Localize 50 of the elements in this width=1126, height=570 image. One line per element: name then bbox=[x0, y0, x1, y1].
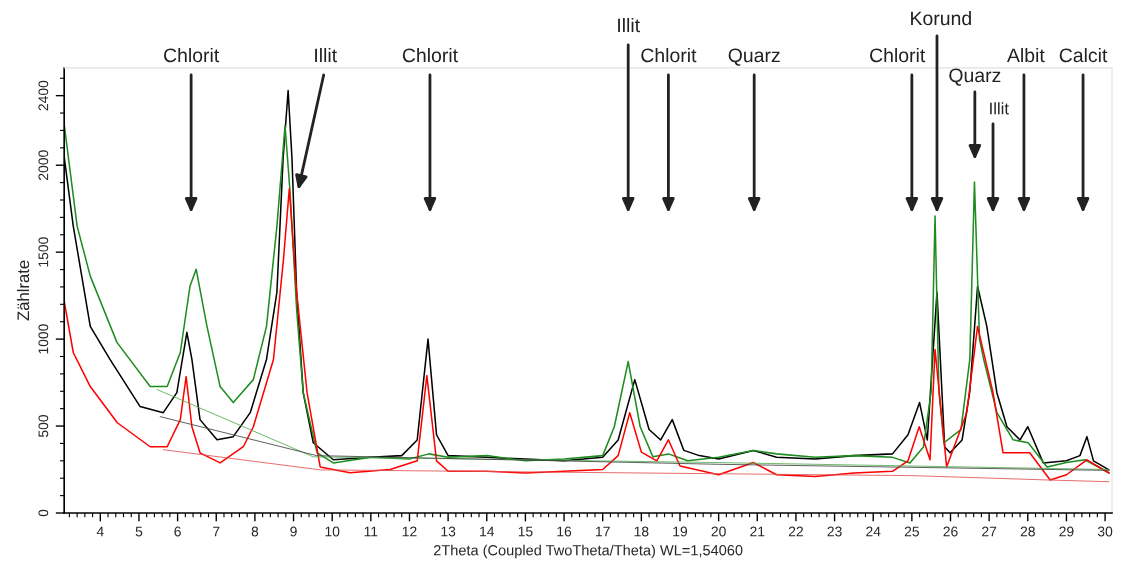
line-series bbox=[64, 188, 1110, 481]
y-axis-title: Zählrate bbox=[16, 260, 30, 321]
text: Chlorit bbox=[641, 47, 697, 63]
text: Illit bbox=[315, 47, 337, 63]
x-tick-label: 30 bbox=[1097, 526, 1113, 537]
x-tick-label: 7 bbox=[213, 526, 220, 537]
x-tick-label: 4 bbox=[96, 526, 104, 537]
text: Quarz bbox=[728, 48, 780, 66]
x-tick-label: 29 bbox=[1059, 526, 1074, 537]
x-tick-label: 17 bbox=[596, 526, 610, 537]
x-tick-label: 15 bbox=[518, 526, 533, 537]
x-tick-label: 23 bbox=[827, 526, 842, 537]
x-tick-label: 28 bbox=[1020, 526, 1035, 537]
x-tick-label: 24 bbox=[866, 526, 881, 537]
x-tick-label: 12 bbox=[402, 526, 417, 537]
x-tick-label: 22 bbox=[788, 526, 803, 537]
x-tick-label: 10 bbox=[325, 526, 340, 537]
x-tick-label: 26 bbox=[943, 526, 958, 537]
y-tick-label: 1500 bbox=[38, 237, 49, 267]
x-tick-label: 6 bbox=[174, 526, 181, 537]
x-tick-label: 19 bbox=[673, 526, 688, 537]
annotation: Illit bbox=[990, 102, 1009, 115]
text: Illit bbox=[618, 17, 640, 33]
x-tick-label: 8 bbox=[251, 526, 259, 537]
text: Chlorit bbox=[402, 47, 458, 63]
text: Chlorit bbox=[870, 47, 926, 63]
x-tick-label: 13 bbox=[441, 526, 456, 537]
y-tick-label: 500 bbox=[38, 415, 49, 438]
x-tick-label: 27 bbox=[982, 526, 997, 537]
text: Calcit bbox=[1059, 47, 1108, 63]
x-tick-label: 9 bbox=[290, 526, 297, 537]
y-tick-label: 2400 bbox=[38, 80, 49, 111]
text: Korund bbox=[911, 10, 971, 26]
x-axis-title: 2Theta (Coupled TwoTheta/Theta) WL=1,54060 bbox=[433, 544, 743, 559]
x-tick-label: 14 bbox=[480, 526, 495, 537]
x-tick-label: 16 bbox=[557, 526, 572, 537]
x-tick-label: 20 bbox=[711, 526, 726, 537]
x-tick-label: 18 bbox=[634, 526, 649, 537]
line-series bbox=[162, 449, 1110, 483]
line-series bbox=[159, 416, 1110, 471]
y-tick-label: 2000 bbox=[38, 150, 49, 180]
text: Chlorit bbox=[164, 47, 220, 63]
x-tick-label: 25 bbox=[904, 526, 919, 537]
y-tick-label: 1000 bbox=[38, 324, 49, 354]
y-tick-label: 0 bbox=[38, 509, 49, 517]
text: Albit bbox=[1006, 47, 1045, 63]
x-tick-label: 11 bbox=[364, 526, 378, 537]
annotation: Quarz bbox=[949, 68, 1001, 86]
x-tick-label: 5 bbox=[135, 526, 143, 537]
x-tick-label: 21 bbox=[750, 526, 765, 537]
